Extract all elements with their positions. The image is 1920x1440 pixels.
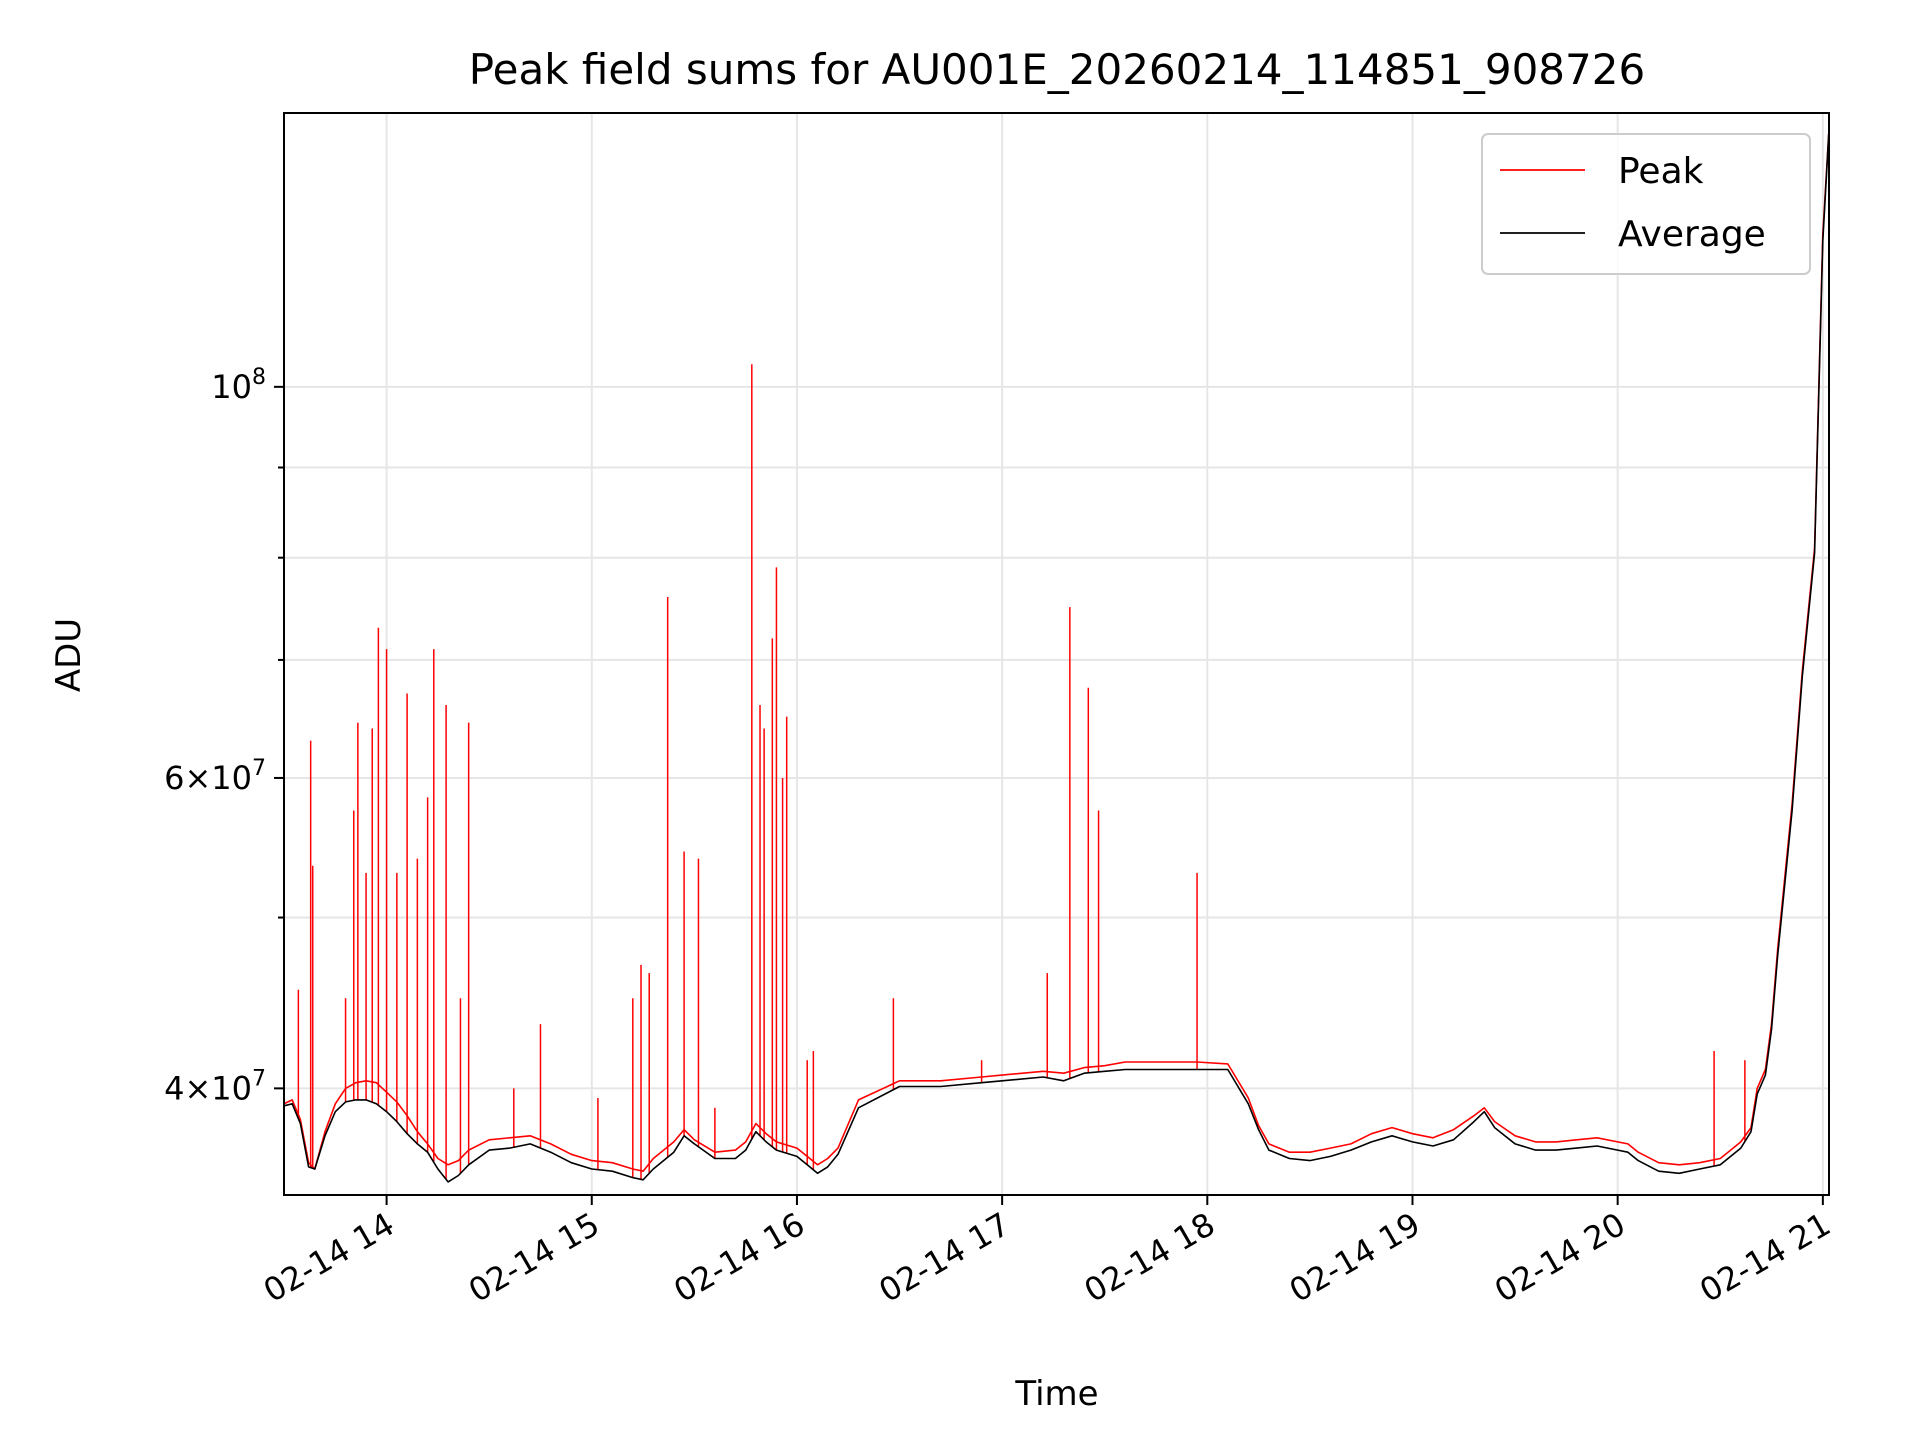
legend-label-average: Average (1618, 214, 1766, 255)
series-line-average (284, 129, 1829, 1183)
peak-spikes (297, 364, 1746, 1180)
series-line-peak (284, 129, 1829, 1172)
legend-label-peak: Peak (1618, 151, 1704, 192)
series-layer (284, 129, 1829, 1183)
y-axis-label: ADU (49, 618, 89, 692)
y-tick-label: 108 (211, 365, 266, 406)
y-tick-label: 6×107 (164, 756, 266, 797)
plot-frame (283, 112, 1830, 1196)
legend-box (1481, 133, 1811, 275)
chart-title: Peak field sums for AU001E_20260214_1148… (469, 45, 1645, 94)
grid (284, 113, 1829, 1195)
y-axis: 4×107 6×107 108 (164, 365, 284, 1107)
y-tick-label: 4×107 (164, 1066, 266, 1107)
x-axis-label: Time (1014, 1374, 1098, 1414)
legend: Peak Average (1481, 133, 1811, 275)
